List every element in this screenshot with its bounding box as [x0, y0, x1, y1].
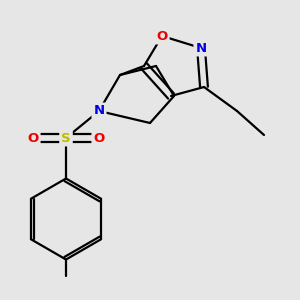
- Text: N: N: [93, 104, 105, 118]
- Text: N: N: [195, 41, 207, 55]
- Text: O: O: [27, 131, 39, 145]
- Text: O: O: [93, 131, 105, 145]
- Text: O: O: [156, 29, 168, 43]
- Text: S: S: [61, 131, 71, 145]
